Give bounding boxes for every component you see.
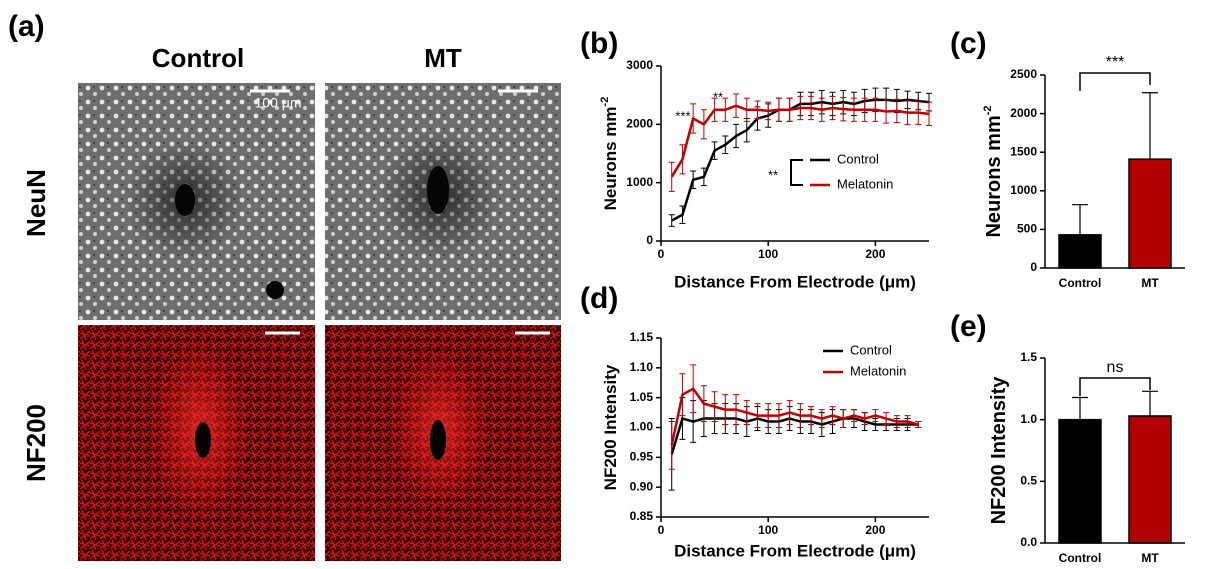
y-tick-label: 1500 (1010, 144, 1037, 158)
x-tick-label: MT (1141, 276, 1159, 290)
error-bar (1072, 396, 1088, 420)
y-tick-label: 0 (646, 233, 653, 247)
error-bar (668, 214, 675, 227)
x-tick-label: Control (1059, 276, 1102, 290)
micrograph: 100 μm (78, 83, 315, 320)
y-tick-label: 1000 (626, 175, 653, 189)
x-tick-label: 100 (758, 247, 778, 261)
panel-label: (a) (8, 10, 45, 43)
column-title: MT (424, 43, 462, 73)
y-axis-title-superscript: -2 (599, 97, 611, 107)
panel-label: (d) (580, 282, 618, 315)
panel-label: (e) (950, 310, 987, 343)
y-tick-label: 0.5 (1020, 474, 1037, 488)
y-tick-label: 1.0 (1020, 412, 1037, 426)
micrograph (325, 83, 561, 320)
y-tick-label: 2500 (1010, 67, 1037, 81)
legend-label: Melatonin (837, 176, 893, 191)
micrograph (78, 325, 315, 561)
y-axis-title: NF200 Intensity (988, 376, 1010, 525)
y-tick-label: 2000 (1010, 106, 1037, 120)
legend-label: Control (850, 342, 892, 357)
y-axis-title-text: Neurons mm (601, 106, 620, 210)
x-tick-label: Control (1059, 551, 1102, 565)
error-bar (1142, 390, 1158, 416)
y-tick-label: 0.0 (1020, 535, 1037, 549)
row-title: NeuN (21, 169, 51, 237)
x-tick-label: MT (1141, 551, 1159, 565)
bar (1128, 415, 1172, 544)
y-tick-label: 1000 (1010, 183, 1037, 197)
scale-bar-label: 100 μm (255, 95, 302, 111)
y-tick-label: 500 (1017, 222, 1037, 236)
significance-bracket (1079, 72, 1151, 91)
annotation: *** (675, 108, 690, 123)
legend-bracket (790, 159, 803, 186)
x-tick-label: 200 (865, 247, 885, 261)
legend-label: Melatonin (850, 363, 906, 378)
series-line (670, 104, 930, 178)
error-bar (1142, 92, 1158, 160)
y-tick-label: 1.10 (630, 360, 654, 374)
error-bar (668, 161, 675, 192)
significance-label: *** (1106, 54, 1125, 71)
y-axis-title: Neurons mm-2 (599, 97, 621, 211)
y-tick-label: 1.05 (630, 390, 654, 404)
bar (1058, 418, 1102, 544)
x-axis-title: Distance From Electrode (μm) (674, 541, 916, 560)
x-tick-label: 0 (658, 247, 665, 261)
significance-label: ns (1107, 359, 1124, 376)
legend-label: Control (837, 151, 879, 166)
error-bar (926, 101, 932, 126)
y-tick-label: 0.95 (630, 450, 654, 464)
y-tick-label: 1.00 (630, 420, 654, 434)
y-tick-label: 1.15 (630, 330, 654, 344)
micrograph (325, 325, 561, 561)
y-tick-label: 0.85 (630, 509, 654, 523)
panel-label: (b) (580, 27, 618, 60)
y-axis-title-text: NF200 Intensity (601, 364, 620, 490)
y-axis-title-text: Neurons mm (983, 115, 1005, 237)
significance-bracket (1079, 377, 1151, 396)
column-title: Control (152, 43, 244, 73)
bar (1058, 234, 1102, 269)
y-tick-label: 2000 (626, 117, 653, 131)
x-tick-label: 200 (865, 523, 885, 537)
x-tick-label: 100 (758, 523, 778, 537)
series-line (670, 417, 919, 455)
y-axis-title-superscript: -2 (982, 105, 994, 115)
annotation: ** (713, 89, 723, 104)
y-axis-title-text: NF200 Intensity (988, 376, 1010, 525)
panel-label: (c) (950, 27, 987, 60)
y-tick-label: 0 (1030, 260, 1037, 274)
y-axis-title: Neurons mm-2 (982, 105, 1005, 237)
y-tick-label: 0.90 (630, 479, 654, 493)
x-axis-title: Distance From Electrode (μm) (674, 272, 916, 291)
x-tick-label: 0 (658, 523, 665, 537)
y-axis-title: NF200 Intensity (601, 364, 620, 490)
y-tick-label: 3000 (626, 58, 653, 72)
annotation: ** (768, 167, 778, 182)
error-bar (1072, 204, 1088, 235)
bar (1128, 158, 1172, 269)
y-tick-label: 1.5 (1020, 350, 1037, 364)
series-line (670, 387, 919, 446)
row-title: NF200 (21, 404, 51, 482)
